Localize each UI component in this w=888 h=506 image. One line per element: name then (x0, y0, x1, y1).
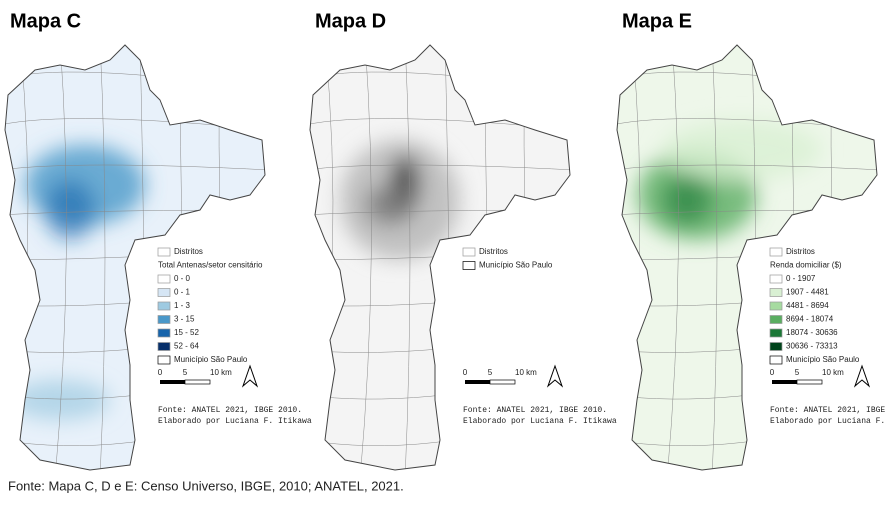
legend-heading: Renda domiciliar ($) (770, 261, 842, 270)
legend-swatch (157, 274, 171, 284)
legend-label: 3 - 15 (174, 315, 195, 324)
legend-label: 0 - 1 (174, 288, 191, 297)
legend-heading: Total Antenas/setor censitário (158, 261, 263, 270)
legend-label: 18074 - 30636 (786, 328, 838, 337)
density-area (662, 175, 712, 225)
legend-label: 4481 - 8694 (786, 301, 829, 310)
legend-label: 30636 - 73313 (786, 342, 838, 351)
scale-label: 10 km (515, 368, 537, 377)
legend-label: 0 - 1907 (786, 274, 816, 283)
scale-label: 5 (795, 368, 800, 377)
legend-label: Distritos (174, 247, 203, 256)
legend-swatch (769, 301, 783, 311)
scale-label: 0 (463, 368, 468, 377)
district-line (310, 164, 570, 171)
legend-swatch (157, 247, 171, 257)
legend-swatch (157, 328, 171, 338)
legend-label: 52 - 64 (174, 342, 199, 351)
legend-swatch (157, 342, 171, 351)
legend-label: 1907 - 4481 (786, 288, 829, 297)
legend-label: 1 - 3 (174, 301, 191, 310)
density-area (10, 380, 110, 420)
legend-swatch (769, 247, 783, 257)
district-line (54, 45, 67, 470)
district-line (99, 45, 106, 470)
source-note: Elaborado por Luciana F. Itikawa (770, 417, 888, 426)
legend-swatch (769, 355, 783, 365)
scale-bar (489, 379, 516, 385)
map-title: Mapa D (315, 10, 386, 32)
density (340, 140, 460, 260)
north-arrow (546, 364, 564, 388)
scale-label: 10 km (822, 368, 844, 377)
density-area (45, 180, 95, 240)
district-line (5, 164, 265, 171)
source-note: Elaborado por Luciana F. Itikawa (158, 417, 312, 426)
scale-bar (796, 379, 823, 385)
legend-label: Distritos (479, 247, 508, 256)
district-line (666, 45, 679, 470)
legend-swatch (157, 315, 171, 324)
source-note: Fonte: ANATEL 2021, IBGE 2010. (463, 406, 607, 415)
district-line (617, 164, 877, 171)
district-line (711, 45, 718, 470)
legend-label: 15 - 52 (174, 328, 199, 337)
scale-bar (160, 380, 185, 384)
legend-swatch (462, 261, 476, 270)
legend-swatch (462, 247, 476, 257)
legend-swatch (157, 355, 171, 365)
scale-bar (184, 379, 211, 385)
density-area (662, 120, 822, 180)
legend-swatch (769, 274, 783, 284)
scale-label: 0 (770, 368, 775, 377)
caption: Fonte: Mapa C, D e E: Censo Universo, IB… (8, 478, 404, 493)
scale-label: 0 (158, 368, 163, 377)
map-title: Mapa E (622, 10, 692, 32)
legend-swatch (769, 288, 783, 297)
legend-label: 8694 - 18074 (786, 315, 834, 324)
legend-label: 0 - 0 (174, 274, 191, 283)
source-note: Fonte: ANATEL 2021, IBGE 2010. (770, 406, 888, 415)
source-note: Elaborado por Luciana F. Itikawa (463, 417, 617, 426)
legend-label: Município São Paulo (786, 355, 860, 364)
scale-bar (465, 380, 490, 384)
density-area (365, 185, 415, 225)
north-arrow (853, 364, 871, 388)
legend-swatch (157, 288, 171, 297)
source-note: Fonte: ANATEL 2021, IBGE 2010. (158, 406, 302, 415)
scale-bar (772, 380, 797, 384)
legend-swatch (769, 315, 783, 324)
scale-label: 5 (488, 368, 493, 377)
map-title: Mapa C (10, 10, 81, 32)
scale-label: 10 km (210, 368, 232, 377)
scale-label: 5 (183, 368, 188, 377)
legend-swatch (157, 301, 171, 311)
legend-swatch (769, 342, 783, 351)
north-arrow (241, 364, 259, 388)
legend-swatch (769, 328, 783, 338)
legend-label: Município São Paulo (174, 355, 248, 364)
district-line (404, 45, 411, 470)
district-line (359, 45, 372, 470)
legend-label: Distritos (786, 247, 815, 256)
legend-label: Município São Paulo (479, 261, 553, 270)
